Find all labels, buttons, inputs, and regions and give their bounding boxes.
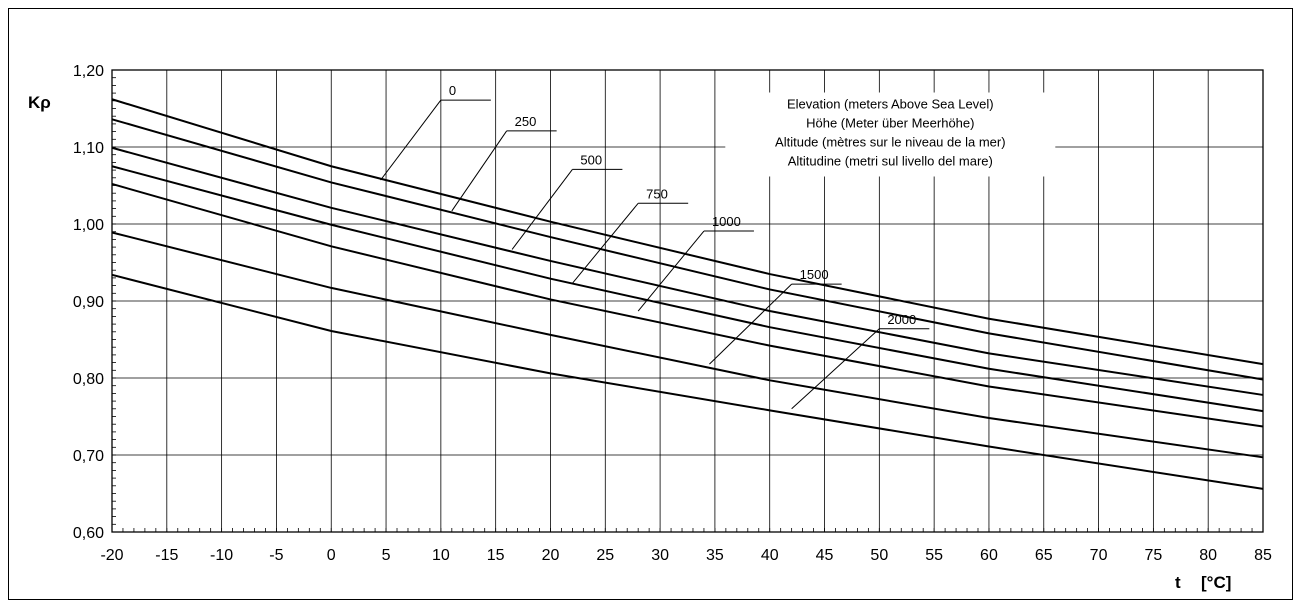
series-label-0: 0	[449, 83, 456, 98]
x-tick-label: 20	[542, 547, 560, 564]
series-label-1000: 1000	[712, 214, 741, 229]
x-tick-label: 60	[980, 547, 998, 564]
x-tick-label: 50	[870, 547, 888, 564]
y-tick-label: 0,70	[73, 448, 104, 465]
series-lines	[112, 99, 1263, 489]
x-axis-unit: [°C]	[1201, 573, 1231, 592]
leader-line-500	[512, 169, 572, 249]
legend-line: Höhe (Meter über Meerhöhe)	[806, 116, 974, 131]
x-tick-label: 80	[1199, 547, 1217, 564]
legend-line: Altitude (mètres sur le niveau de la mer…	[775, 135, 1005, 150]
legend-line: Altitudine (metri sul livello del mare)	[788, 154, 993, 169]
series-line-500	[112, 148, 1263, 395]
x-tick-label: -10	[210, 547, 233, 564]
x-tick-label: 25	[596, 547, 614, 564]
series-label-250: 250	[515, 114, 537, 129]
y-tick-label: 0,80	[73, 371, 104, 388]
y-axis-ticks: 0,60 0,70 0,80 0,90 1,00 1,10 1,20	[73, 63, 104, 542]
series-line-0	[112, 99, 1263, 364]
x-tick-label: 65	[1035, 547, 1053, 564]
leader-line-0	[381, 100, 441, 180]
x-tick-label: 55	[925, 547, 943, 564]
y-tick-label: 1,10	[73, 140, 104, 157]
x-tick-label: -20	[100, 547, 123, 564]
series-line-1000	[112, 184, 1263, 427]
series-line-250	[112, 119, 1263, 379]
y-axis-title: Kρ	[28, 93, 51, 112]
x-tick-label: -5	[269, 547, 283, 564]
y-tick-label: 0,60	[73, 525, 104, 542]
series-label-2000: 2000	[887, 312, 916, 327]
series-label-500: 500	[580, 152, 602, 167]
x-axis-ticks: -20 -15 -10 -5 0 5 10 15 20 25 30 35 40 45 50 55 60 65 70 7…	[100, 547, 1272, 564]
y-tick-label: 1,20	[73, 63, 104, 80]
x-tick-label: 15	[487, 547, 505, 564]
x-axis-title: t	[1175, 573, 1181, 592]
series-label-750: 750	[646, 186, 668, 201]
series-line-1500	[112, 232, 1263, 457]
x-tick-label: 30	[651, 547, 669, 564]
x-tick-label: -15	[155, 547, 178, 564]
x-tick-label: 10	[432, 547, 450, 564]
series-line-2000	[112, 275, 1263, 489]
y-tick-label: 0,90	[73, 294, 104, 311]
x-tick-label: 0	[327, 547, 336, 564]
x-tick-label: 35	[706, 547, 724, 564]
series-label-1500: 1500	[800, 267, 829, 282]
x-tick-label: 75	[1144, 547, 1162, 564]
legend: Elevation (meters Above Sea Level) Höhe (…	[725, 93, 1055, 177]
x-tick-label: 45	[816, 547, 834, 564]
leader-line-1500	[709, 284, 791, 364]
legend-line: Elevation (meters Above Sea Level)	[787, 97, 994, 112]
x-tick-label: 85	[1254, 547, 1272, 564]
leader-line-250	[452, 131, 507, 211]
x-tick-label: 5	[382, 547, 391, 564]
y-tick-label: 1,00	[73, 217, 104, 234]
x-tick-label: 70	[1090, 547, 1108, 564]
x-tick-label: 40	[761, 547, 779, 564]
